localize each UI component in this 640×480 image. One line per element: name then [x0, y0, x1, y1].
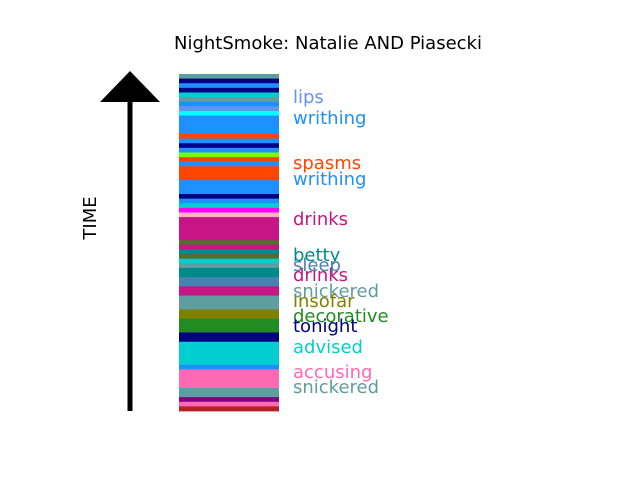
stripe: [179, 383, 279, 389]
stripe: [179, 212, 279, 218]
stripe: [179, 101, 279, 107]
stripe: [179, 92, 279, 98]
stripe: [179, 272, 279, 278]
stripe: [179, 78, 279, 84]
stripe: [179, 304, 279, 310]
stripe: [179, 138, 279, 144]
stripe-bar: [179, 74, 279, 412]
stripe: [179, 194, 279, 200]
stripe: [179, 166, 279, 172]
stripe: [179, 143, 279, 149]
stripe: [179, 129, 279, 135]
stripe: [179, 263, 279, 269]
stripe: [179, 161, 279, 167]
stripe: [179, 286, 279, 292]
annotation-label: spasms: [293, 153, 361, 174]
stripe: [179, 337, 279, 343]
stripe: [179, 226, 279, 232]
stripe: [179, 221, 279, 227]
annotation-label: advised: [293, 337, 363, 358]
stripe: [179, 374, 279, 380]
stripe: [179, 406, 279, 412]
stripe: [179, 295, 279, 301]
stripe: [179, 290, 279, 296]
stripe: [179, 249, 279, 255]
stripe: [179, 323, 279, 329]
annotation-label: accusing: [293, 362, 372, 383]
y-axis-label: TIME: [80, 196, 101, 240]
time-arrow-head: [100, 71, 160, 102]
stripe: [179, 175, 279, 181]
stripe: [179, 346, 279, 352]
stripe: [179, 341, 279, 347]
stripe: [179, 332, 279, 338]
stripe: [179, 355, 279, 361]
stripe: [179, 152, 279, 158]
annotation-label: tonight: [293, 316, 357, 337]
stripe: [179, 83, 279, 89]
stripe: [179, 300, 279, 306]
stripe: [179, 198, 279, 204]
stripe: [179, 281, 279, 287]
stripe: [179, 184, 279, 190]
stripe: [179, 360, 279, 366]
stripe: [179, 180, 279, 186]
stripe: [179, 217, 279, 223]
stripe: [179, 203, 279, 209]
stripe: [179, 401, 279, 407]
stripe: [179, 378, 279, 384]
annotation-label: lips: [293, 87, 324, 108]
annotation-label: writhing: [293, 108, 366, 129]
stripe: [179, 106, 279, 112]
stripe: [179, 97, 279, 103]
stripe: [179, 309, 279, 315]
stripe: [179, 318, 279, 324]
annotation-label: snickered: [293, 377, 379, 398]
annotation-label: sleep: [293, 255, 341, 276]
stripe: [179, 235, 279, 241]
stripe: [179, 124, 279, 130]
annotation-label: betty: [293, 245, 341, 266]
stripe: [179, 267, 279, 273]
stripe: [179, 207, 279, 213]
stripe: [179, 314, 279, 320]
annotation-label: drinks: [293, 209, 348, 230]
annotation-label: snickered: [293, 281, 379, 302]
annotation-label: decorative: [293, 306, 389, 327]
stripe: [179, 110, 279, 116]
stripe: [179, 87, 279, 93]
stripe: [179, 157, 279, 163]
stripe: [179, 170, 279, 176]
stripe: [179, 134, 279, 140]
stripe: [179, 244, 279, 250]
chart-title: NightSmoke: Natalie AND Piasecki: [174, 33, 482, 54]
stripe: [179, 230, 279, 236]
stripe: [179, 74, 279, 80]
stripe: [179, 277, 279, 283]
stripe: [179, 369, 279, 375]
time-axis: TIME: [80, 71, 160, 411]
stripe: [179, 364, 279, 370]
stripe: [179, 392, 279, 398]
annotation-label: writhing: [293, 169, 366, 190]
stripe: [179, 189, 279, 195]
stripe: [179, 115, 279, 121]
stripe: [179, 258, 279, 264]
stripe: [179, 120, 279, 126]
stripe: [179, 147, 279, 153]
annotation-label: insofar: [293, 291, 355, 312]
stripe: [179, 350, 279, 357]
annotations: lipswrithingspasmswrithingdrinksbettysle…: [293, 87, 389, 398]
stripe: [179, 327, 279, 333]
stripe: [179, 254, 279, 260]
stripe: [179, 387, 279, 393]
stripe: [179, 240, 279, 246]
stripe: [179, 397, 279, 403]
annotation-label: drinks: [293, 265, 348, 286]
